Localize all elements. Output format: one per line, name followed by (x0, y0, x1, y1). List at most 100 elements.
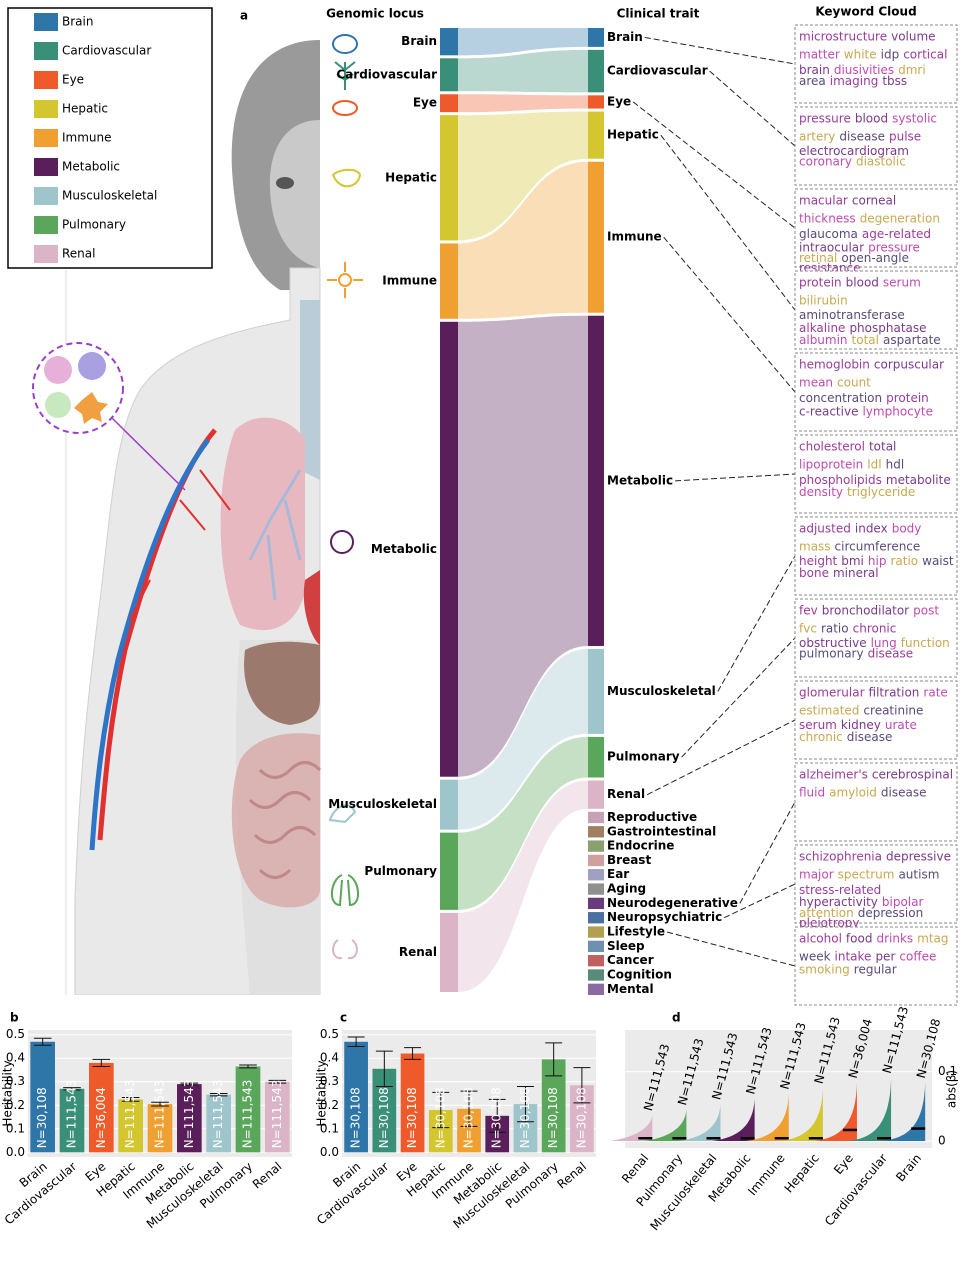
n-label: N=111,543 (123, 1080, 137, 1149)
trait-label: Neurodegenerative (607, 896, 738, 910)
keyword: blood (855, 112, 888, 126)
violin (814, 1082, 857, 1142)
flow (458, 648, 588, 830)
keyword: rate (923, 686, 947, 700)
keyword: stress-related (799, 883, 881, 897)
keyword: macular (799, 194, 848, 208)
legend-label: Metabolic (62, 160, 120, 174)
keyword-box (794, 24, 958, 104)
x-tick-label: Brain (893, 1151, 924, 1184)
bar (235, 1066, 261, 1153)
keyword: idp (881, 48, 900, 62)
legend-label: Eye (62, 73, 84, 87)
keyword: disease (868, 647, 914, 661)
keyword: corneal (852, 194, 896, 208)
keyword: microstructure (799, 30, 887, 44)
locus-label: Brain (401, 34, 437, 48)
keyword: waist (922, 554, 954, 568)
keyword: white (844, 48, 877, 62)
legend-label: Brain (62, 15, 93, 29)
panel-heading: Keyword Cloud (815, 5, 916, 19)
muscle-icon (328, 804, 357, 824)
bar (513, 1104, 538, 1153)
keyword: circumference (835, 540, 921, 554)
trait-node (588, 111, 604, 159)
trait-label: Neuropsychiatric (607, 910, 722, 924)
trait-node (588, 648, 604, 734)
bar (372, 1068, 397, 1153)
x-tick-label: Renal (619, 1151, 651, 1186)
x-tick-label: Eye (831, 1151, 856, 1177)
keyword: glomerular (799, 686, 865, 700)
n-label: N=30,108 (405, 1087, 419, 1148)
lung (220, 417, 305, 631)
keyword: lymphocyte (862, 404, 932, 418)
y-tick-label: 0.4 (320, 1051, 339, 1065)
keyword: diusivities (834, 63, 894, 77)
flow (458, 94, 588, 113)
n-label: N=30,108 (490, 1087, 504, 1148)
violin (643, 1109, 687, 1142)
keyword: kidney (841, 718, 881, 732)
flow (458, 28, 588, 56)
trait-node (588, 780, 604, 809)
keyword: week (799, 950, 831, 964)
n-label: N=30,108 (377, 1087, 391, 1148)
legend-swatch (34, 158, 58, 176)
metabolic-icon (330, 530, 354, 554)
n-label: N=111,543 (182, 1080, 196, 1149)
kidney-icon (332, 939, 358, 960)
immune-icon (338, 273, 352, 287)
keyword-box (794, 270, 958, 350)
keyword: bilirubin (799, 294, 848, 308)
keyword: ldl (867, 458, 881, 472)
keyword: aspartate (883, 333, 941, 347)
keyword: phospholipids (799, 473, 882, 487)
keyword: depression (858, 906, 923, 920)
trait-label: Mental (607, 982, 654, 996)
legend-swatch (34, 42, 58, 60)
keyword: pulse (889, 130, 921, 144)
keyword: hip (868, 554, 887, 568)
face (269, 120, 320, 268)
n-label: N=111,543 (270, 1080, 284, 1149)
keyword: intraocular (799, 240, 864, 254)
connector (666, 931, 796, 967)
keyword: body (892, 522, 922, 536)
legend-label: Hepatic (62, 102, 108, 116)
keyword-box (794, 106, 958, 186)
y-tick-label: 0.0 (320, 1145, 339, 1159)
locus-label: Pulmonary (364, 864, 437, 878)
keyword: count (837, 376, 871, 390)
trachea (300, 300, 320, 480)
trait-node (588, 811, 604, 824)
locus-node (440, 779, 458, 830)
keyword: pressure (868, 240, 920, 254)
keyword: hdl (886, 458, 905, 472)
keyword: tbss (882, 74, 907, 88)
y-tick-label: 0.2 (320, 1098, 339, 1112)
keyword: hemoglobin (799, 358, 870, 372)
keyword-box (794, 516, 958, 596)
x-tick-label: Renal (250, 1159, 285, 1191)
locus-node (440, 94, 458, 113)
keyword: per (875, 950, 895, 964)
bar (118, 1099, 143, 1153)
eye-icon (332, 100, 358, 116)
cell-circle (32, 342, 124, 434)
flow (458, 161, 588, 319)
trait-node (588, 826, 604, 838)
keyword: filtration (869, 686, 920, 700)
y-tick-label: 0.2 (6, 1098, 25, 1112)
keyword: density (799, 485, 843, 499)
liver-icon (331, 168, 362, 188)
keyword: fev (799, 604, 818, 618)
keyword: fvc (799, 622, 817, 636)
x-tick-label: Renal (554, 1159, 589, 1191)
y-axis-label: abs(β) (945, 1070, 959, 1108)
y-tick-label: 0.4 (6, 1051, 25, 1065)
bar (485, 1115, 510, 1153)
keyword: total (869, 440, 896, 454)
trait-label: Cardiovascular (607, 64, 708, 78)
